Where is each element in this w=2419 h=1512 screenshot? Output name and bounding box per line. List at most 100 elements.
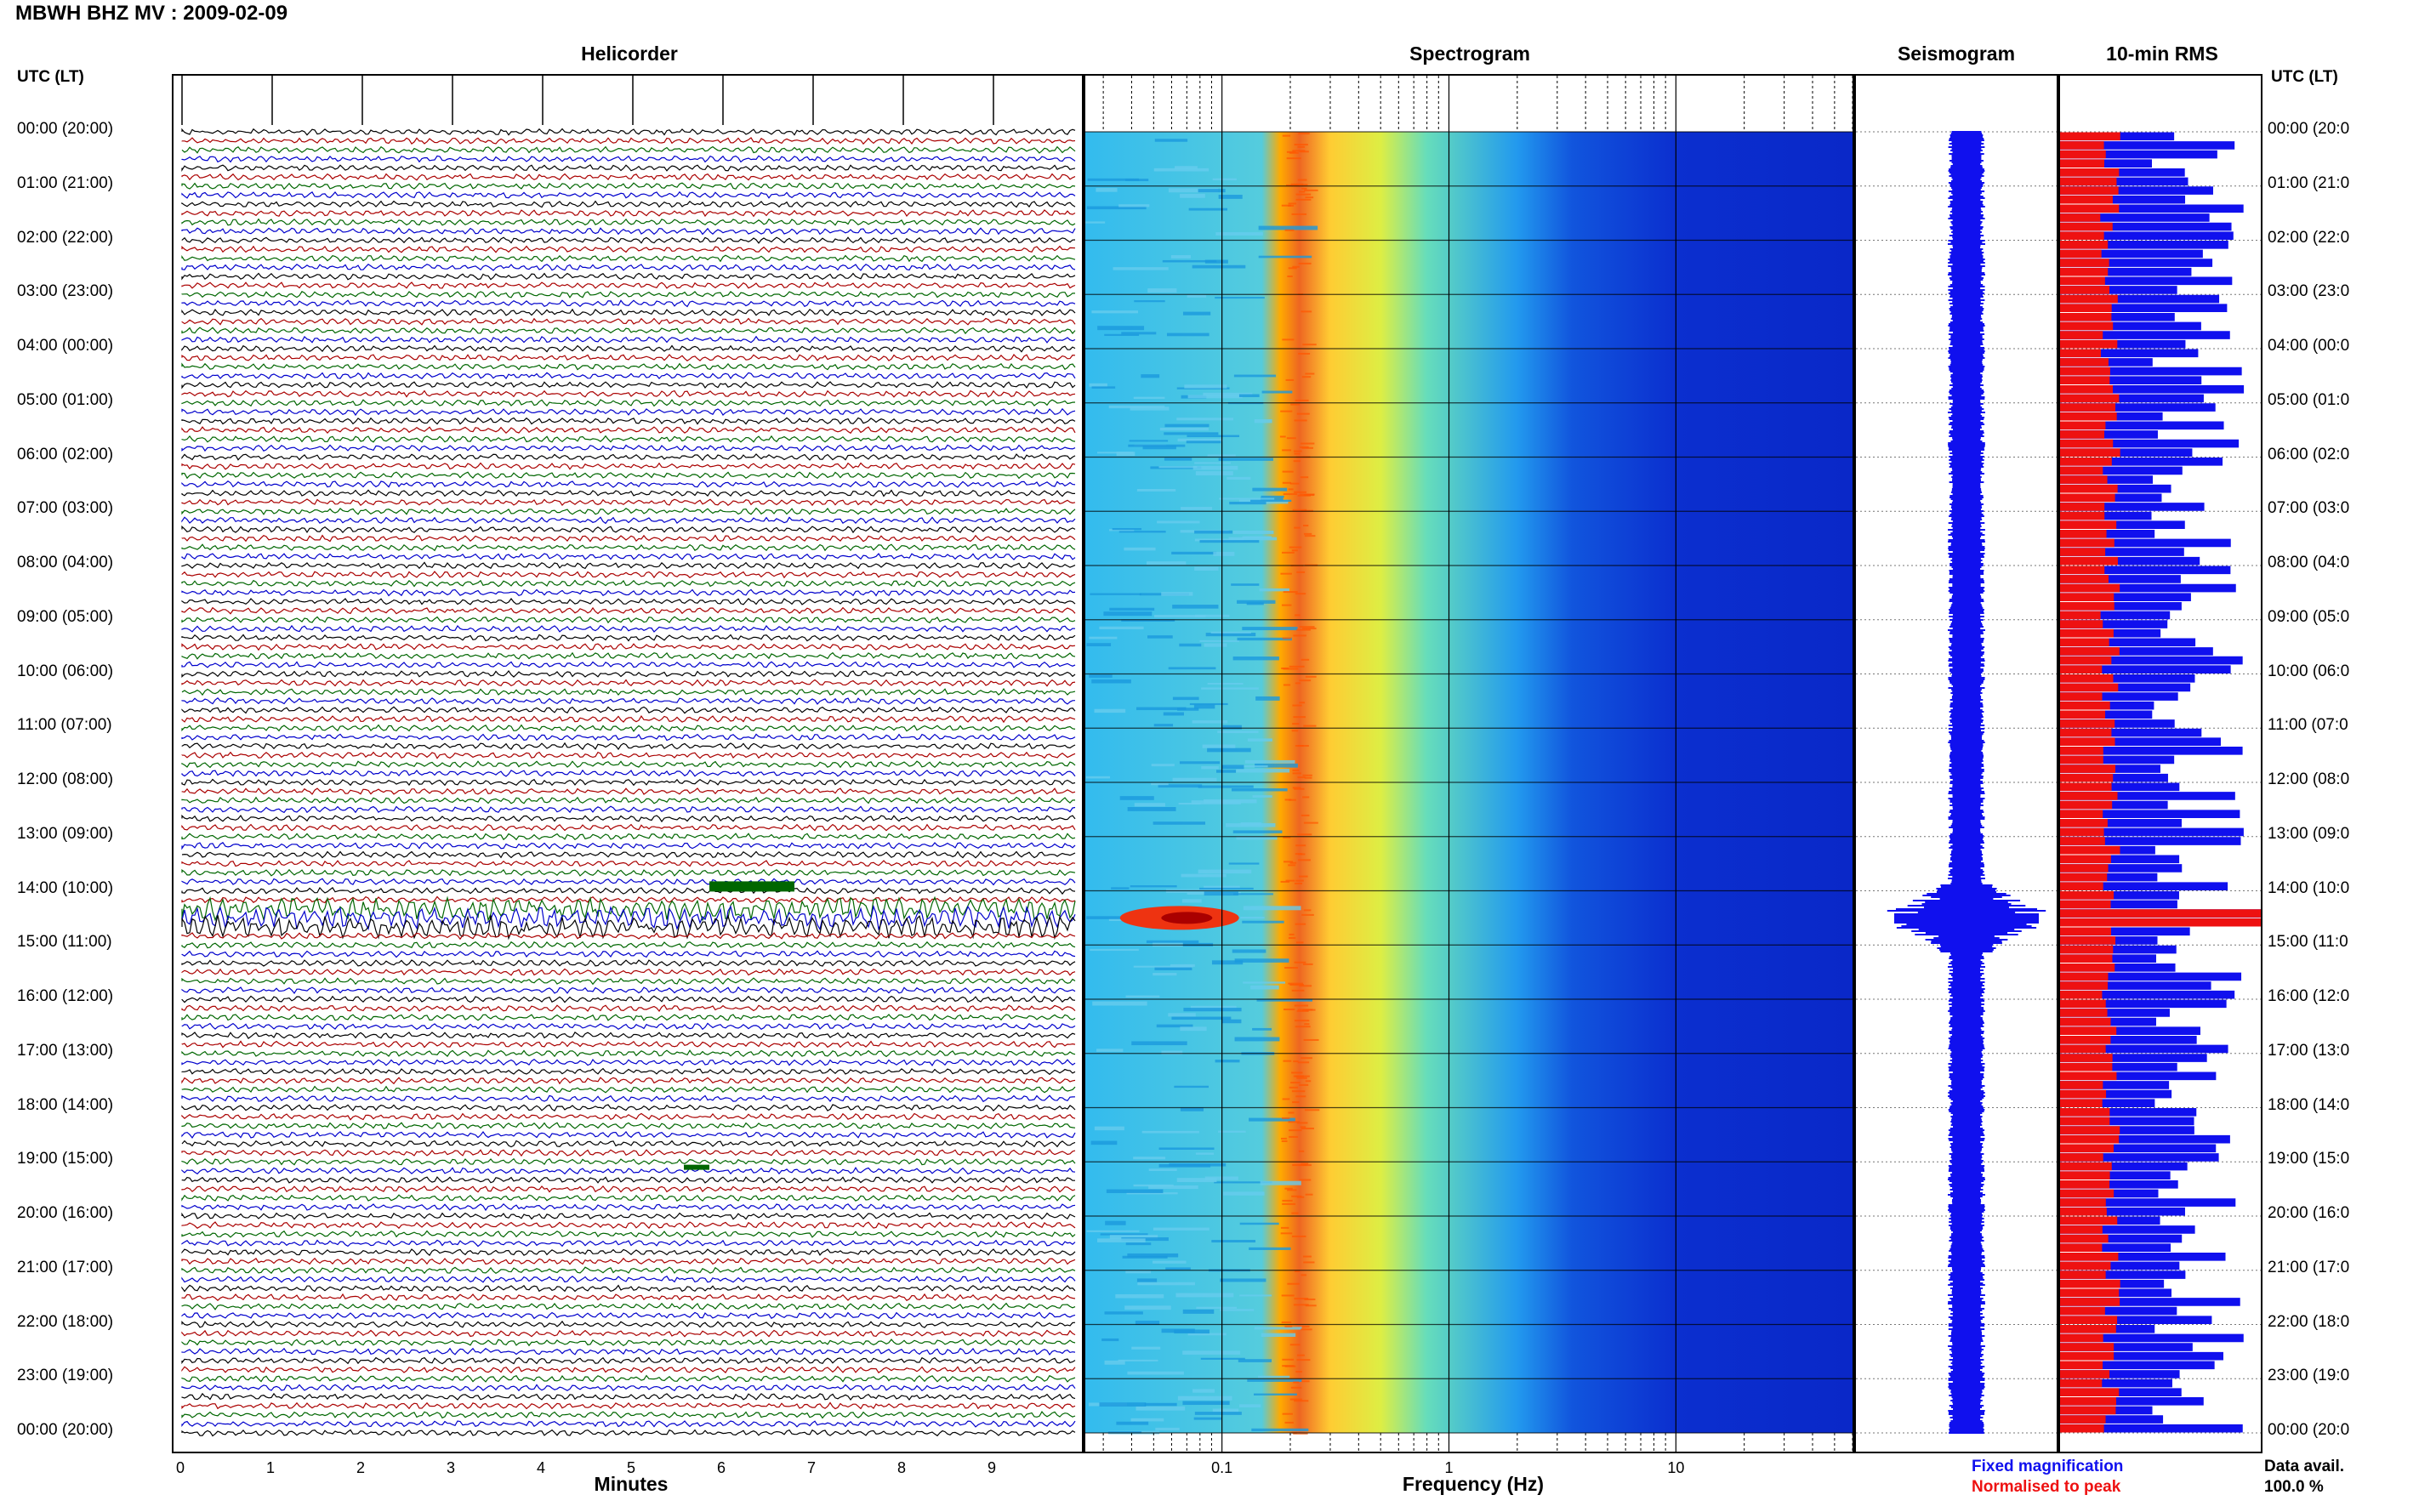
spectrogram-streak	[1283, 493, 1298, 496]
left-time-label: 21:00 (17:00)	[17, 1258, 114, 1276]
right-time-label: 14:00 (10:0	[2268, 878, 2350, 897]
spectrogram-streak	[1130, 1418, 1164, 1422]
spectrogram-x-tick-label: 1	[1444, 1459, 1454, 1476]
spectrogram-streak	[1301, 1128, 1314, 1130]
spectrogram-streak	[1292, 509, 1307, 511]
spectrogram-streak	[1293, 450, 1302, 452]
helicorder-trace	[181, 1022, 1076, 1031]
spectrogram-streak	[1201, 687, 1259, 690]
spectrogram-streak	[1227, 476, 1251, 480]
spectrogram-streak	[1296, 1354, 1305, 1356]
rms-bar-normalised	[2060, 963, 2115, 972]
helicorder-x-tick-label: 5	[626, 1459, 636, 1476]
rms-bar-fixed	[2060, 458, 2223, 466]
spectrogram-streak	[1218, 458, 1273, 461]
left-time-label: 23:00 (19:00)	[17, 1367, 114, 1385]
rms-bar-fixed	[2060, 421, 2224, 430]
spectrogram-streak	[1282, 481, 1291, 484]
spectrogram-streak	[1302, 1255, 1312, 1258]
spectrogram-streak	[1221, 765, 1244, 770]
rms-bar-fixed	[2060, 294, 2220, 304]
spectrogram-streak	[1293, 460, 1301, 463]
helicorder-panel	[172, 74, 1084, 1453]
helicorder-trace	[181, 453, 1076, 462]
rms-bar-normalised	[2060, 159, 2104, 168]
spectrogram-streak	[1280, 410, 1293, 412]
left-time-label: 13:00 (09:00)	[17, 824, 114, 843]
rms-bar-fixed	[2060, 1225, 2195, 1234]
rms-bar-normalised	[2060, 628, 2114, 638]
spectrogram-streak	[1287, 1282, 1300, 1285]
spectrogram-streak	[1282, 637, 1292, 639]
helicorder-trace	[181, 616, 1076, 624]
helicorder-trace	[181, 661, 1076, 668]
spectrogram-streak	[1283, 591, 1298, 594]
spectrogram-streak	[1135, 1321, 1160, 1325]
rms-bar-fixed	[2060, 1180, 2178, 1189]
rms-bar-normalised	[2060, 1071, 2117, 1081]
spectrogram-streak	[1257, 1375, 1290, 1378]
rms-bar-normalised	[2060, 458, 2112, 466]
rms-bar-normalised	[2060, 195, 2113, 204]
rms-bar-fixed	[2060, 439, 2240, 448]
helicorder-trace	[181, 372, 1076, 380]
rms-bar-fixed	[2060, 1351, 2223, 1361]
spectrogram-streak	[1170, 255, 1191, 259]
spectrogram-streak	[1289, 933, 1295, 935]
spectrogram-streak	[1289, 1135, 1299, 1138]
spectrogram-streak	[1249, 1117, 1295, 1122]
spectrogram-streak	[1118, 531, 1166, 533]
spectrogram-streak	[1295, 193, 1312, 196]
helicorder-trace	[181, 833, 1076, 841]
rms-bar-normalised	[2060, 484, 2118, 493]
spectrogram-streak	[1294, 961, 1306, 963]
spectrogram-streak	[1166, 333, 1210, 337]
spectrogram-streak	[1105, 1220, 1126, 1225]
rms-bar-normalised	[2060, 213, 2101, 222]
rms-bar-normalised	[2060, 845, 2120, 855]
rms-bar-normalised	[2060, 1343, 2114, 1351]
spectrogram-streak	[1186, 441, 1221, 444]
spectrogram-streak	[1156, 1024, 1193, 1028]
spectrogram-streak	[1159, 427, 1209, 431]
spectrogram-streak	[1289, 665, 1305, 668]
spectrogram-streak	[1260, 1180, 1301, 1185]
rms-bar-normalised	[2060, 511, 2105, 520]
spectrogram-streak	[1091, 310, 1138, 314]
rms-bar-fixed	[2060, 168, 2185, 177]
helicorder-trace	[181, 643, 1076, 651]
right-time-label: 08:00 (04:0	[2268, 554, 2350, 571]
spectrogram-streak	[1136, 1406, 1186, 1411]
rms-bar-normalised	[2060, 583, 2120, 593]
helicorder-trace	[181, 344, 1076, 353]
right-time-label: 17:00 (13:0	[2268, 1041, 2350, 1060]
rms-bar-normalised	[2060, 747, 2103, 755]
spectrogram-streak	[1288, 204, 1295, 207]
spectrogram-streak	[1228, 862, 1260, 865]
helicorder-trace	[181, 254, 1076, 263]
helicorder-trace	[181, 227, 1076, 236]
helicorder-trace	[181, 190, 1076, 199]
rms-bar-fixed	[2060, 1153, 2219, 1162]
spectrogram-streak	[1297, 145, 1306, 148]
spectrogram-streak	[1282, 449, 1292, 452]
spectrogram-streak	[1090, 948, 1139, 952]
spectrogram-streak	[1096, 452, 1134, 454]
rms-bar-fixed	[2060, 1270, 2186, 1279]
spectrogram-streak	[1089, 674, 1113, 678]
spectrogram-streak	[1222, 725, 1242, 730]
left-time-label: 16:00 (12:00)	[17, 987, 114, 1005]
spectrogram-streak	[1295, 844, 1306, 847]
spectrogram-streak	[1297, 833, 1312, 836]
spectrogram-streak	[1090, 1140, 1118, 1145]
spectrogram-streak	[1130, 406, 1170, 411]
spectrogram-streak	[1283, 668, 1299, 670]
spectrogram-streak	[1291, 549, 1298, 552]
rms-bar-fixed	[2060, 1298, 2240, 1306]
spectrogram-streak	[1124, 1305, 1171, 1310]
spectrogram-streak	[1192, 465, 1238, 470]
helicorder-trace	[181, 1032, 1076, 1039]
spectrogram-streak	[1301, 1057, 1312, 1060]
spectrogram-streak	[1301, 446, 1313, 449]
spectrogram-x-label: Frequency (Hz)	[1402, 1473, 1545, 1495]
